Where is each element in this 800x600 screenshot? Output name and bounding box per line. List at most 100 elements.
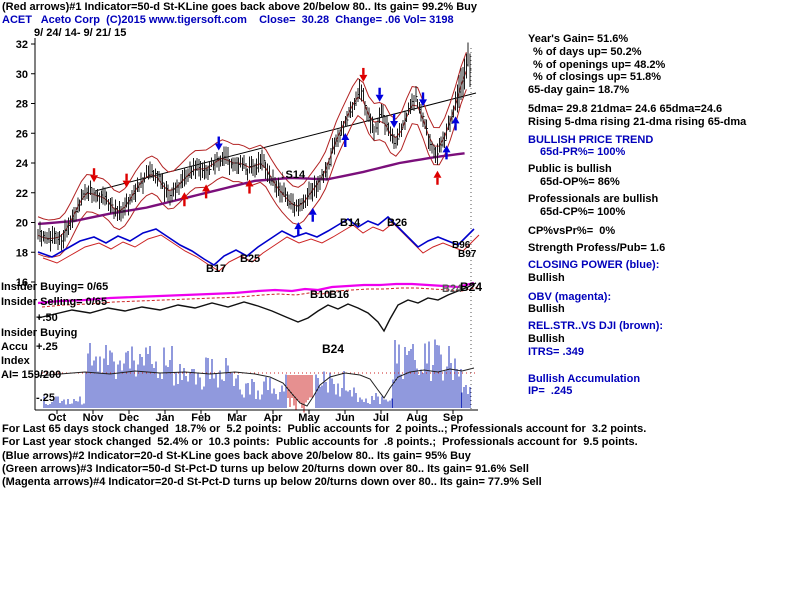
- chart-signal-label: B24: [322, 342, 344, 356]
- relative-strength-line: [37, 282, 477, 333]
- stat-line: Bullish Accumulation: [528, 372, 641, 385]
- price-tick-label: 28: [16, 99, 28, 111]
- month-label: Jun: [335, 412, 355, 424]
- stat-line: Strength Profess/Pub= 1.6: [528, 242, 666, 255]
- sell-arrow-icon: [375, 94, 384, 102]
- axes: 32 30 28 26 24 22 20 18 16 Oct Nov Dec Jan Feb Mar Apr M…: [16, 38, 478, 424]
- stat-line: REL.STR..VS DJI (brown):: [528, 320, 664, 333]
- accumulation-histogram: [38, 339, 475, 413]
- obv-signal-line: [41, 286, 479, 308]
- price-tick-label: 32: [16, 39, 28, 51]
- buy-arrow-icon: [442, 145, 451, 153]
- sell-arrow-icon: [419, 99, 428, 107]
- chart-signal-label: B10: [310, 289, 330, 301]
- buy-arrow-icon: [245, 179, 254, 187]
- sell-arrow-icon: [390, 120, 399, 128]
- signal-arrows: [90, 67, 460, 237]
- sell-arrow-icon: [359, 74, 368, 82]
- chart-signal-label: B14: [340, 217, 361, 229]
- stat-line: % of closings up= 51.8%: [533, 71, 662, 84]
- price-tick-label: 20: [16, 218, 28, 230]
- price-tick-label: 24: [16, 158, 29, 170]
- stat-line: Year's Gain= 51.6%: [528, 33, 629, 45]
- closing-power-line: [37, 215, 475, 266]
- month-label: Oct: [48, 412, 67, 424]
- stat-line: Rising 5-dma rising 21-dma rising 65-dma: [528, 115, 747, 128]
- stat-line: 5dma= 29.8 21dma= 24.6 65dma=24.6: [528, 102, 723, 115]
- month-label: Sep: [443, 412, 463, 424]
- chart-signal-label: B97: [458, 249, 477, 260]
- chart-signal-label: B25: [240, 253, 260, 265]
- accum-scale-label: +.50: [36, 312, 58, 324]
- sell-arrow-icon: [214, 143, 223, 151]
- month-label: Apr: [264, 412, 284, 424]
- chart-signal-label: B16: [329, 289, 349, 301]
- date-range: 9/ 24/ 14- 9/ 21/ 15: [34, 27, 127, 39]
- buy-arrow-icon: [433, 170, 442, 178]
- summary-line: (Magenta arrows)#4 Indicator=20-d St-Pct…: [2, 476, 542, 489]
- summary-line: (Blue arrows)#2 Indicator=20-d St-KLine …: [2, 449, 471, 462]
- indicator1-header: (Red arrows)#1 Indicator=50-d St-KLine g…: [2, 1, 477, 13]
- chart-signal-label: B96: [452, 240, 471, 251]
- accum-scale-label: -.25: [36, 392, 55, 404]
- obv-line: [37, 281, 475, 305]
- stat-line: IP= .245: [528, 385, 573, 398]
- sell-arrow-icon: [90, 175, 99, 183]
- buy-arrow-icon: [308, 207, 317, 215]
- ticker-info-header: ACET Aceto Corp (C)2015 www.tigersoft.co…: [2, 14, 454, 26]
- accum-scale-label: Insider Buying: [1, 327, 78, 339]
- buy-arrow-icon: [451, 116, 460, 124]
- chart-signal-label: ↓S14: [280, 169, 306, 181]
- stat-line: BULLISH PRICE TREND: [528, 133, 654, 146]
- summary-line: For Last 65 days stock changed 18.7% or …: [2, 423, 647, 435]
- stats-panel: Year's Gain= 51.6%% of days up= 50.2% % o…: [528, 33, 746, 398]
- stat-line: ITRS= .349: [528, 345, 584, 358]
- month-label: Feb: [191, 412, 211, 424]
- stat-line: Public is bullish: [528, 163, 612, 176]
- price-bars: [37, 42, 472, 252]
- ma65-line: [37, 152, 465, 226]
- stat-line: Professionals are bullish: [528, 192, 659, 205]
- accum-scale-label: Index: [1, 355, 30, 367]
- price-tick-label: 18: [16, 247, 28, 259]
- accumulation-line: [37, 367, 475, 407]
- stat-line: 65d-CP%= 100%: [540, 205, 626, 218]
- buy-arrow-icon: [341, 132, 350, 140]
- month-label: Aug: [406, 412, 427, 424]
- summary-text-block: For Last 65 days stock changed 18.7% or …: [2, 423, 646, 489]
- stat-line: CLOSING POWER (blue):: [528, 258, 660, 271]
- stat-line: 65d-PR%= 100%: [540, 146, 626, 159]
- accum-scale-label: +.25: [36, 341, 58, 353]
- stat-line: Bullish: [528, 271, 565, 284]
- buy-arrow-icon: [180, 192, 189, 200]
- chart-signal-label: B24: [442, 283, 463, 295]
- trend-line: [94, 48, 477, 410]
- cp-signal-line: [42, 222, 480, 272]
- accum-scale-label: Insider Selling= 0/65: [1, 296, 108, 308]
- stat-line: OBV (magenta):: [528, 290, 612, 303]
- chart-signal-label: B26: [387, 217, 407, 229]
- price-tick-label: 26: [16, 128, 28, 140]
- chart-signal-label: B24: [460, 280, 482, 294]
- month-label: Jul: [373, 412, 389, 424]
- summary-line: (Green arrows)#3 Indicator=50-d St-Pct-D…: [2, 462, 529, 475]
- price-tick-label: 22: [16, 188, 28, 200]
- accum-scale-label: AI= 159/200: [1, 369, 62, 381]
- month-label: Nov: [83, 412, 105, 424]
- summary-line: For Last year stock changed 52.4% or 10.…: [2, 436, 638, 449]
- stat-line: % of days up= 50.2%: [533, 45, 642, 58]
- month-label: Dec: [119, 412, 139, 424]
- sell-arrow-icon: [122, 180, 131, 188]
- price-tick-label: 30: [16, 69, 28, 81]
- stat-line: 65-day gain= 18.7%: [528, 84, 630, 97]
- accum-scale-label: Insider Buying= 0/65: [1, 281, 109, 293]
- chart-signal-label: B17: [206, 263, 226, 275]
- buy-arrow-icon: [294, 222, 303, 230]
- accum-scale-label: Accu: [1, 341, 28, 353]
- price-tick-label: 16: [16, 277, 28, 289]
- stat-line: 65d-OP%= 86%: [540, 175, 620, 188]
- stat-line: Bullish: [528, 332, 565, 345]
